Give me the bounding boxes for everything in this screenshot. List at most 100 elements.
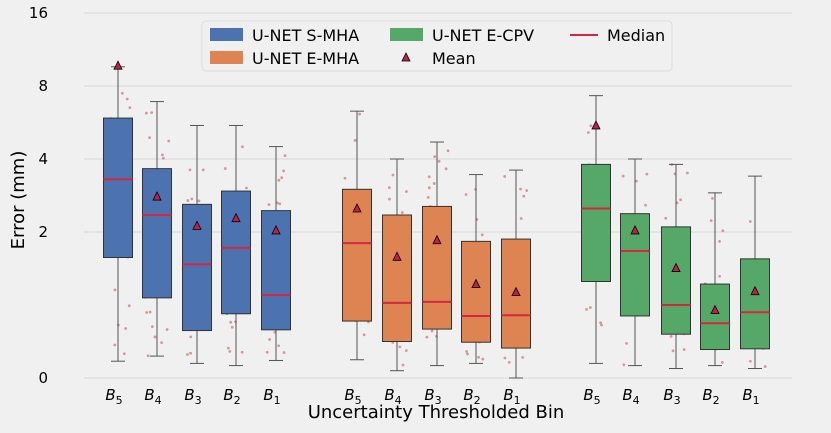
legend-item-median: Median bbox=[570, 26, 665, 45]
box-u-net-s-mha-b3 bbox=[182, 124, 212, 364]
sample-point bbox=[150, 325, 154, 328]
sample-point bbox=[477, 355, 480, 359]
box-u-net-e-mha-b1 bbox=[501, 169, 531, 379]
x-tick-label: B5 bbox=[105, 386, 122, 407]
sample-point bbox=[268, 338, 272, 341]
x-axis-label: Uncertainty Thresholded Bin bbox=[308, 402, 565, 423]
sample-point bbox=[586, 131, 590, 134]
sample-point bbox=[682, 348, 686, 351]
x-tick-label: B4 bbox=[384, 386, 401, 407]
mean-marker bbox=[750, 285, 760, 296]
box-u-net-s-mha-b5 bbox=[103, 60, 133, 362]
legend-swatch bbox=[401, 52, 411, 62]
x-tick-label: B2 bbox=[223, 386, 240, 407]
sample-point bbox=[444, 167, 448, 171]
sample-point bbox=[278, 202, 282, 206]
legend-item-u-net-e-mha: U-NET E-MHA bbox=[210, 49, 359, 68]
sample-point bbox=[277, 178, 281, 182]
sample-point bbox=[167, 139, 171, 143]
legend-label: Mean bbox=[432, 49, 476, 68]
sample-point bbox=[113, 288, 117, 292]
x-tick-label: B2 bbox=[702, 386, 719, 407]
sample-point bbox=[437, 159, 441, 163]
sample-point bbox=[267, 203, 271, 206]
x-tick-label: B1 bbox=[263, 386, 280, 407]
iqr-box bbox=[740, 258, 770, 350]
box-u-net-e-cpv-b1 bbox=[740, 175, 770, 370]
mean-marker bbox=[271, 225, 281, 235]
sample-point bbox=[165, 328, 169, 331]
sample-point bbox=[125, 97, 129, 101]
sample-point bbox=[275, 201, 279, 205]
sample-point bbox=[433, 155, 437, 159]
box-u-net-e-cpv-b5 bbox=[581, 95, 611, 364]
x-tick-label: B4 bbox=[622, 386, 639, 407]
mean-marker bbox=[710, 304, 720, 315]
x-tick-label: B5 bbox=[344, 386, 361, 407]
x-tick-label: B3 bbox=[424, 386, 441, 407]
sample-point bbox=[644, 203, 647, 207]
sample-point bbox=[391, 173, 395, 177]
mean-marker bbox=[352, 203, 362, 213]
legend-swatch bbox=[210, 28, 243, 41]
sample-point bbox=[226, 346, 230, 350]
legend-item-mean: Mean bbox=[401, 49, 476, 68]
iqr-box bbox=[342, 188, 372, 322]
sample-point bbox=[353, 139, 357, 142]
sample-point bbox=[503, 356, 507, 360]
legend-frame bbox=[201, 20, 673, 72]
legend-label: U-NET S-MHA bbox=[252, 26, 359, 45]
y-tick-label: 2 bbox=[38, 223, 48, 241]
sample-point bbox=[189, 335, 193, 339]
y-tick-label: 4 bbox=[38, 150, 48, 168]
legend-label: U-NET E-CPV bbox=[432, 26, 534, 45]
sample-point bbox=[161, 153, 164, 157]
sample-point bbox=[387, 186, 391, 189]
sample-point bbox=[150, 111, 154, 115]
sample-point bbox=[588, 306, 592, 309]
iqr-box bbox=[700, 283, 730, 351]
sample-point bbox=[282, 351, 286, 354]
box-u-net-e-mha-b4 bbox=[382, 158, 412, 372]
legend-swatch bbox=[210, 51, 243, 64]
sample-point bbox=[277, 344, 281, 348]
x-tick-label: B3 bbox=[184, 386, 201, 407]
legend: U-NET S-MHA U-NET E-MHA Mean U-NET E-CPV Med… bbox=[201, 20, 673, 72]
sample-point bbox=[148, 310, 152, 314]
sample-point bbox=[622, 363, 626, 367]
sample-point bbox=[709, 219, 713, 223]
sample-point bbox=[425, 335, 429, 339]
sample-point bbox=[401, 363, 405, 367]
sample-point bbox=[685, 171, 689, 175]
sample-point bbox=[398, 345, 402, 349]
sample-point bbox=[122, 352, 126, 356]
mean-marker bbox=[113, 60, 123, 70]
sample-point bbox=[113, 343, 117, 347]
y-tick-label: 0 bbox=[38, 369, 48, 387]
sample-point bbox=[481, 357, 485, 361]
mean-marker bbox=[471, 278, 481, 288]
x-tick-label: B1 bbox=[503, 386, 520, 407]
mean-marker bbox=[591, 120, 601, 130]
sample-point bbox=[432, 182, 436, 185]
sample-point bbox=[664, 216, 668, 220]
sample-point bbox=[625, 342, 628, 345]
box-u-net-e-cpv-b4 bbox=[620, 158, 650, 367]
sample-point bbox=[404, 190, 408, 193]
mean-marker bbox=[192, 220, 202, 230]
sample-point bbox=[748, 359, 752, 363]
mean-marker bbox=[152, 191, 162, 201]
sample-point bbox=[245, 186, 248, 190]
box-u-net-e-mha-b2 bbox=[461, 174, 491, 364]
sample-point bbox=[283, 154, 287, 158]
y-axis-ticks: 0 2 4 8 16 bbox=[29, 4, 48, 387]
sample-point bbox=[600, 323, 603, 327]
sample-point bbox=[464, 193, 468, 196]
sample-point bbox=[189, 351, 192, 355]
sample-point bbox=[223, 167, 227, 170]
mean-marker bbox=[671, 262, 681, 272]
iqr-box bbox=[142, 168, 172, 299]
sample-point bbox=[503, 175, 507, 178]
sample-point bbox=[120, 91, 124, 95]
